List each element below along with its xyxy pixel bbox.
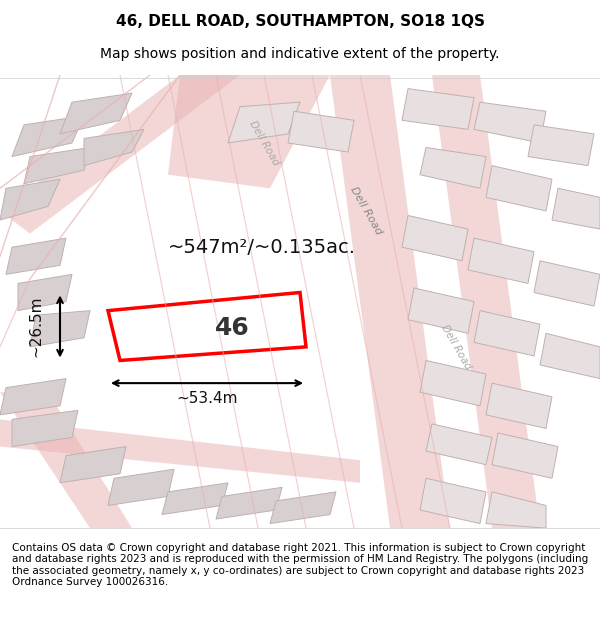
Text: 46, DELL ROAD, SOUTHAMPTON, SO18 1QS: 46, DELL ROAD, SOUTHAMPTON, SO18 1QS [115, 14, 485, 29]
Polygon shape [108, 469, 174, 506]
Polygon shape [12, 116, 84, 156]
Text: Contains OS data © Crown copyright and database right 2021. This information is : Contains OS data © Crown copyright and d… [12, 542, 588, 588]
Polygon shape [288, 111, 354, 152]
Polygon shape [60, 93, 132, 134]
Polygon shape [486, 383, 552, 429]
Polygon shape [468, 238, 534, 284]
Polygon shape [420, 478, 486, 524]
Polygon shape [492, 433, 558, 478]
Polygon shape [540, 333, 600, 379]
Polygon shape [474, 311, 540, 356]
Polygon shape [402, 216, 468, 261]
Polygon shape [228, 102, 300, 143]
Polygon shape [420, 361, 486, 406]
Text: ~26.5m: ~26.5m [29, 296, 44, 358]
Polygon shape [24, 148, 90, 184]
Polygon shape [162, 482, 228, 514]
Polygon shape [0, 392, 132, 528]
Polygon shape [402, 89, 474, 129]
Text: 46: 46 [215, 316, 250, 339]
Polygon shape [168, 75, 330, 188]
Polygon shape [486, 166, 552, 211]
Polygon shape [528, 125, 594, 166]
Text: Dell Road: Dell Road [439, 322, 473, 371]
Polygon shape [330, 75, 450, 528]
Text: Dell Road: Dell Road [348, 185, 384, 237]
Polygon shape [216, 488, 282, 519]
Polygon shape [0, 379, 66, 415]
Text: Dell Road: Dell Road [247, 119, 281, 167]
Polygon shape [84, 129, 144, 166]
Polygon shape [30, 311, 90, 347]
Polygon shape [552, 188, 600, 229]
Polygon shape [6, 238, 66, 274]
Polygon shape [0, 75, 240, 234]
Polygon shape [12, 410, 78, 446]
Polygon shape [18, 274, 72, 311]
Polygon shape [486, 492, 546, 528]
Polygon shape [432, 75, 540, 528]
Polygon shape [0, 179, 60, 220]
Text: ~53.4m: ~53.4m [176, 391, 238, 406]
Polygon shape [270, 492, 336, 524]
Polygon shape [0, 419, 360, 482]
Polygon shape [60, 446, 126, 483]
Polygon shape [534, 261, 600, 306]
Polygon shape [426, 424, 492, 465]
Polygon shape [408, 288, 474, 333]
Polygon shape [474, 102, 546, 143]
Polygon shape [420, 148, 486, 188]
Text: ~547m²/~0.135ac.: ~547m²/~0.135ac. [168, 238, 356, 257]
Text: Map shows position and indicative extent of the property.: Map shows position and indicative extent… [100, 47, 500, 61]
